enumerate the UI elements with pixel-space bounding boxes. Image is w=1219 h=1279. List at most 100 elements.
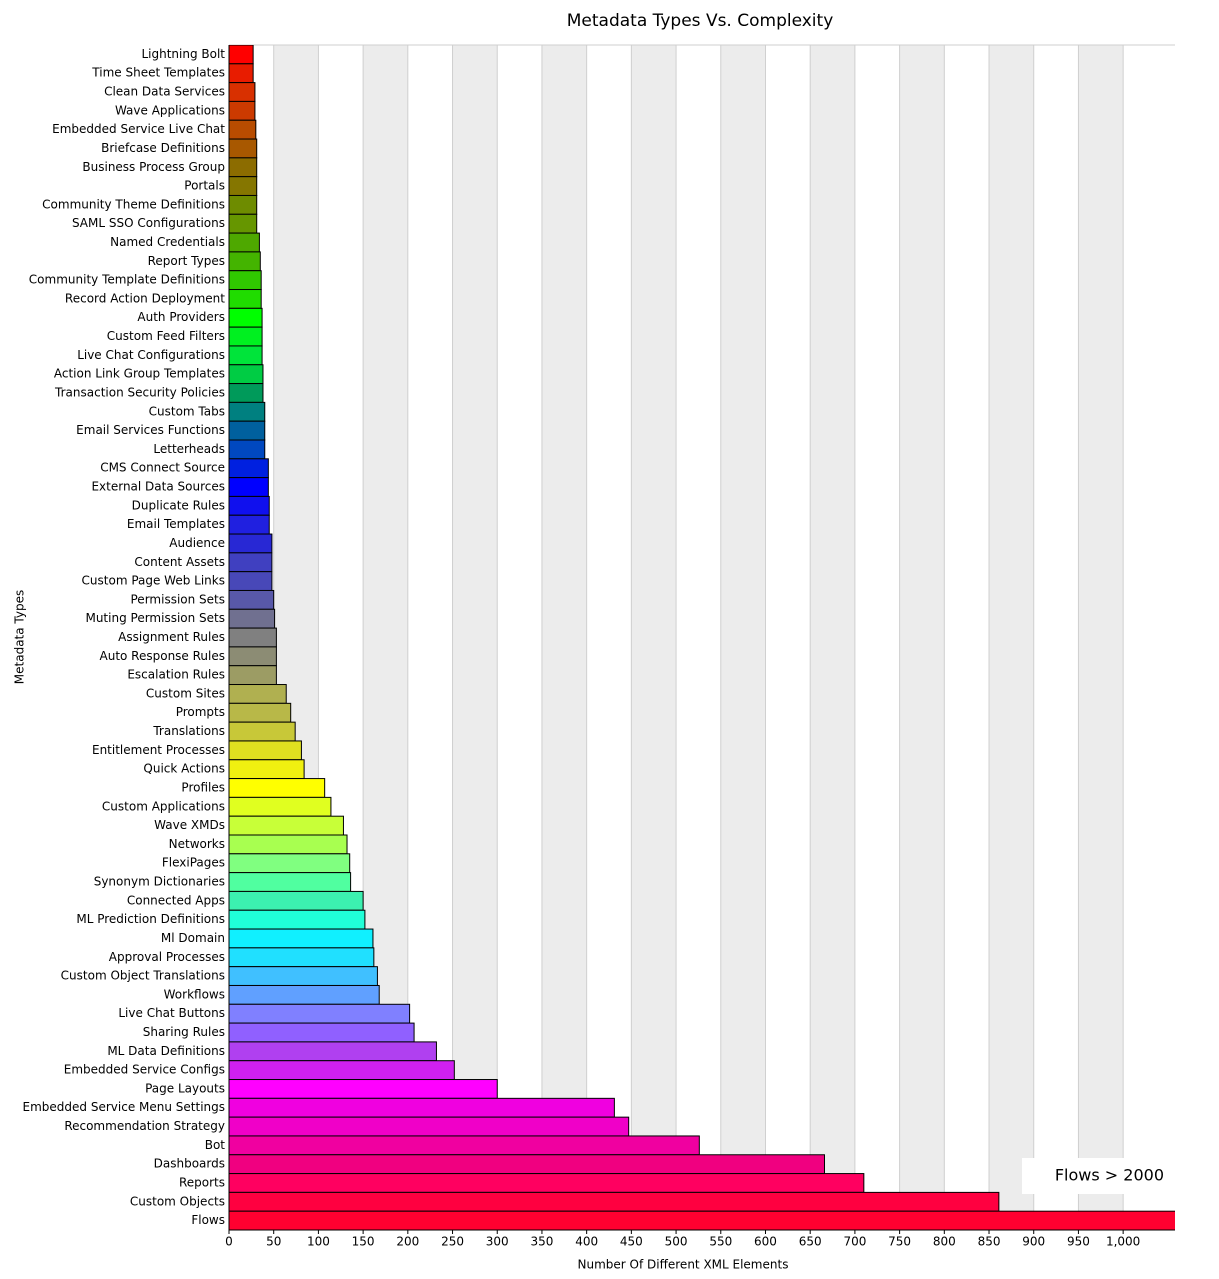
bar bbox=[229, 853, 351, 874]
y-tick-label: Quick Actions bbox=[143, 762, 225, 776]
y-tick-label: Prompts bbox=[176, 705, 225, 719]
bar bbox=[229, 890, 364, 911]
y-tick-label: Content Assets bbox=[134, 555, 225, 569]
y-tick-label: Custom Objects bbox=[130, 1194, 225, 1208]
x-tick-label: 350 bbox=[530, 1235, 553, 1249]
x-tick-label: 200 bbox=[396, 1235, 419, 1249]
grid-band bbox=[810, 45, 855, 1230]
bar bbox=[229, 326, 263, 347]
y-tick-label: Entitlement Processes bbox=[92, 743, 225, 757]
y-tick-label: FlexiPages bbox=[162, 856, 225, 870]
bar bbox=[229, 157, 258, 178]
y-tick-label: Recommendation Strategy bbox=[64, 1119, 225, 1133]
x-tick-label: 900 bbox=[1022, 1235, 1045, 1249]
y-tick-label: Escalation Rules bbox=[127, 668, 225, 682]
bar bbox=[229, 383, 264, 403]
x-tick-label: 50 bbox=[266, 1235, 281, 1249]
bar bbox=[229, 1191, 1000, 1212]
bar bbox=[229, 307, 263, 328]
bar bbox=[229, 477, 269, 497]
y-tick-label: CMS Connect Source bbox=[100, 461, 225, 475]
bar bbox=[229, 966, 378, 986]
bar bbox=[229, 984, 380, 1005]
bar bbox=[229, 1097, 615, 1118]
bar bbox=[229, 495, 270, 516]
y-tick-label: External Data Sources bbox=[91, 480, 225, 494]
bar bbox=[229, 928, 374, 949]
bar bbox=[229, 533, 273, 554]
y-tick-label: Auth Providers bbox=[137, 310, 225, 324]
x-tick-label: 300 bbox=[486, 1235, 509, 1249]
bar bbox=[229, 420, 266, 441]
y-tick-label: Embedded Service Menu Settings bbox=[23, 1100, 225, 1114]
y-tick-label: Dashboards bbox=[154, 1157, 225, 1171]
y-tick-label: Custom Page Web Links bbox=[82, 574, 225, 588]
y-tick-label: Lightning Bolt bbox=[141, 47, 225, 61]
bar bbox=[229, 176, 258, 196]
x-tick-label: 550 bbox=[709, 1235, 732, 1249]
bar bbox=[229, 796, 332, 817]
bar bbox=[229, 270, 262, 291]
bar bbox=[229, 684, 287, 704]
y-tick-label: ML Prediction Definitions bbox=[76, 912, 225, 926]
chart-title: Metadata Types Vs. Complexity bbox=[567, 11, 834, 31]
y-tick-label: Wave Applications bbox=[115, 103, 225, 117]
y-tick-label: Clean Data Services bbox=[104, 85, 225, 99]
y-tick-label: Assignment Rules bbox=[118, 630, 225, 644]
bar bbox=[229, 514, 270, 535]
x-tick-label: 400 bbox=[575, 1235, 598, 1249]
grid-band bbox=[720, 45, 766, 1230]
bar bbox=[229, 63, 254, 84]
bar bbox=[229, 872, 352, 892]
bar bbox=[229, 100, 256, 121]
annotation-box bbox=[1022, 1158, 1175, 1194]
y-tick-label: Report Types bbox=[148, 254, 225, 268]
bar bbox=[229, 608, 276, 629]
y-tick-label: Custom Object Translations bbox=[61, 969, 225, 983]
bar bbox=[229, 45, 254, 65]
bar bbox=[229, 947, 375, 968]
grid-band bbox=[452, 45, 498, 1230]
bar bbox=[229, 439, 266, 460]
bar bbox=[229, 194, 258, 215]
x-tick-label: 700 bbox=[843, 1235, 866, 1249]
x-tick-label: 750 bbox=[888, 1235, 911, 1249]
bar bbox=[229, 401, 266, 422]
x-tick-label: 500 bbox=[665, 1235, 688, 1249]
bar bbox=[229, 909, 366, 930]
bar bbox=[229, 138, 258, 159]
y-tick-label: Translations bbox=[152, 724, 225, 738]
x-tick-label: 0 bbox=[225, 1235, 233, 1249]
x-tick-label: 450 bbox=[620, 1235, 643, 1249]
x-tick-label: 600 bbox=[754, 1235, 777, 1249]
bar bbox=[229, 1022, 415, 1043]
y-tick-label: Named Credentials bbox=[110, 235, 225, 249]
bar bbox=[229, 232, 260, 253]
y-tick-label: Synonym Dictionaries bbox=[94, 875, 225, 889]
bar bbox=[229, 364, 264, 385]
y-tick-label: Permission Sets bbox=[131, 592, 226, 606]
bar bbox=[229, 1210, 1175, 1230]
y-tick-label: Embedded Service Configs bbox=[64, 1063, 225, 1077]
bar bbox=[229, 1135, 700, 1156]
y-tick-label: Email Services Functions bbox=[76, 423, 225, 437]
bar bbox=[229, 213, 258, 234]
grid-band bbox=[899, 45, 945, 1230]
x-tick-label: 950 bbox=[1067, 1235, 1090, 1249]
bar bbox=[229, 82, 256, 102]
y-tick-label: Duplicate Rules bbox=[132, 498, 225, 512]
y-tick-label: Custom Tabs bbox=[149, 404, 225, 418]
bar bbox=[229, 778, 326, 798]
y-tick-label: Briefcase Definitions bbox=[101, 141, 225, 155]
x-tick-label: 100 bbox=[307, 1235, 330, 1249]
bar bbox=[229, 702, 292, 723]
y-tick-label: Community Template Definitions bbox=[29, 273, 225, 287]
y-tick-label: Auto Response Rules bbox=[100, 649, 226, 663]
y-tick-label: Business Process Group bbox=[82, 160, 225, 174]
bar bbox=[229, 646, 277, 667]
y-tick-label: Custom Applications bbox=[102, 799, 225, 813]
y-tick-label: Bot bbox=[205, 1138, 226, 1152]
y-tick-label: Action Link Group Templates bbox=[54, 367, 225, 381]
y-tick-label: Record Action Deployment bbox=[65, 291, 225, 305]
